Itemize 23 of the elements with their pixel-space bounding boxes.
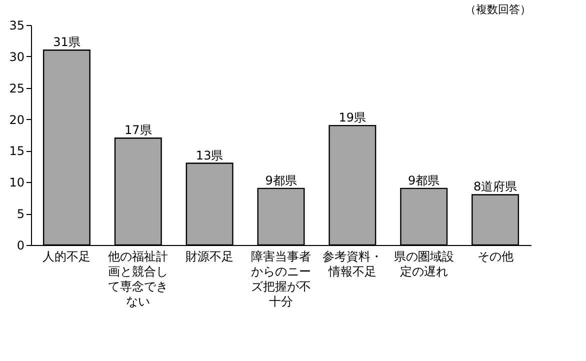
y-tick-label: 35 bbox=[9, 18, 24, 32]
data-label: 13県 bbox=[196, 148, 224, 162]
data-label: 17県 bbox=[124, 123, 152, 138]
y-tick-label: 20 bbox=[9, 112, 24, 127]
y-tick-label: 25 bbox=[9, 81, 24, 96]
x-tick-label: 人的不足 bbox=[42, 250, 91, 264]
y-tick-label: 10 bbox=[9, 176, 24, 190]
x-tick-label: 県の圏域設定の遅れ bbox=[394, 250, 454, 278]
y-tick-label: 5 bbox=[16, 207, 24, 222]
x-tick-label: 障害当事者からのニーズ把握が不十分 bbox=[251, 250, 311, 308]
text: （複数回答） bbox=[465, 3, 531, 16]
y-tick-label: 15 bbox=[9, 144, 24, 158]
data-label: 9都県 bbox=[408, 173, 440, 188]
data-label: 9都県 bbox=[265, 173, 297, 188]
y-tick-label: 0 bbox=[16, 238, 24, 252]
data-label: 8道府県 bbox=[473, 180, 518, 194]
x-tick-label: 参考資料・情報不足 bbox=[322, 250, 382, 278]
y-tick-label: 30 bbox=[9, 50, 24, 64]
x-tick-label: 財源不足 bbox=[186, 250, 234, 264]
data-label: 31県 bbox=[53, 35, 80, 50]
x-tick-label: 他の福祉計画と競合して専念できない bbox=[108, 250, 168, 308]
data-label: 19県 bbox=[338, 110, 366, 125]
x-tick-label: その他 bbox=[477, 250, 514, 264]
